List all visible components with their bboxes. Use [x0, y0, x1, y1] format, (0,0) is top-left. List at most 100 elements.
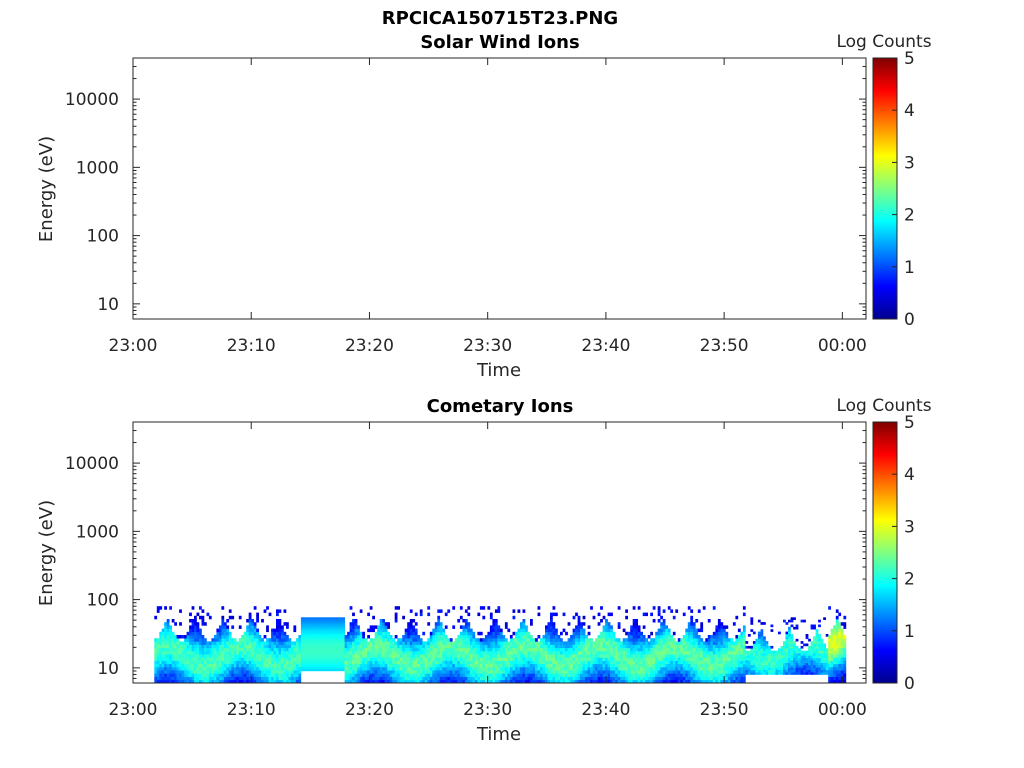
heatmap-cell	[813, 662, 816, 666]
heatmap-cell	[755, 664, 759, 668]
heatmap-cell	[300, 619, 304, 623]
heatmap-cell	[760, 634, 764, 637]
heatmap-cell	[382, 657, 385, 661]
heatmap-cell	[800, 619, 804, 623]
heatmap-cell	[690, 663, 694, 668]
heatmap-cell	[700, 673, 704, 677]
heatmap-cell	[218, 638, 222, 642]
heatmap-cell	[515, 663, 518, 668]
heatmap-cell	[174, 676, 177, 681]
heatmap-cell	[326, 637, 330, 640]
heatmap-cell	[747, 650, 751, 654]
heatmap-cell	[793, 672, 796, 675]
heatmap-cell	[382, 622, 385, 626]
heatmap-cell	[745, 664, 749, 668]
heatmap-cell	[336, 626, 340, 629]
heatmap-cell	[449, 644, 453, 649]
heatmap-cell	[707, 635, 711, 639]
heatmap-cell	[300, 655, 304, 658]
heatmap-cell	[300, 635, 304, 638]
heatmap-cell	[477, 641, 481, 645]
heatmap-cell	[667, 679, 671, 684]
heatmap-cell	[732, 622, 736, 626]
heatmap-cell	[610, 641, 613, 645]
heatmap-cell	[692, 673, 696, 677]
heatmap-cell	[311, 635, 315, 638]
heatmap-cell	[687, 667, 691, 671]
heatmap-cell	[437, 676, 441, 681]
heatmap-cell	[228, 609, 232, 613]
heatmap-cell	[710, 654, 714, 658]
heatmap-cell	[727, 663, 731, 668]
heatmap-cell	[509, 644, 513, 649]
heatmap-cell	[293, 679, 297, 684]
heatmap-cell	[763, 653, 766, 656]
heatmap-cell	[702, 657, 706, 661]
heatmap-cell	[278, 660, 282, 665]
heatmap-cell	[181, 670, 185, 674]
heatmap-cell	[717, 676, 721, 681]
heatmap-cell	[630, 641, 633, 645]
heatmap-cell	[625, 609, 628, 613]
heatmap-cell	[166, 641, 170, 645]
heatmap-cell	[263, 609, 267, 613]
heatmap-cell	[384, 638, 388, 642]
heatmap-cell	[590, 663, 593, 668]
heatmap-cell	[300, 646, 304, 649]
heatmap-cell	[642, 647, 646, 652]
heatmap-cell	[828, 676, 831, 681]
heatmap-cell	[635, 631, 638, 636]
heatmap-cell	[417, 670, 421, 674]
heatmap-cell	[352, 631, 355, 636]
heatmap-cell	[389, 663, 393, 668]
heatmap-cell	[622, 641, 626, 645]
heatmap-cell	[552, 667, 556, 671]
heatmap-cell	[362, 651, 365, 655]
heatmap-cell	[813, 664, 816, 668]
heatmap-cell	[497, 654, 501, 658]
heatmap-cell	[785, 643, 789, 647]
heatmap-cell	[650, 670, 653, 674]
heatmap-cell	[238, 638, 242, 642]
heatmap-cell	[303, 641, 307, 645]
heatmap-cell	[329, 655, 333, 658]
heatmap-cell	[211, 670, 215, 674]
heatmap-cell	[843, 673, 847, 677]
heatmap-cell	[492, 670, 496, 674]
heatmap-cell	[467, 667, 471, 671]
heatmap-cell	[364, 673, 368, 677]
heatmap-cell	[710, 657, 714, 661]
heatmap-cell	[318, 626, 322, 629]
heatmap-cell	[562, 647, 566, 652]
heatmap-cell	[778, 664, 781, 668]
heatmap-cell	[737, 657, 741, 661]
heatmap-cell	[552, 654, 556, 658]
heatmap-cell	[467, 635, 471, 639]
heatmap-cell	[300, 633, 304, 636]
heatmap-cell	[637, 657, 641, 661]
heatmap-cell	[318, 621, 322, 625]
heatmap-cell	[840, 647, 844, 652]
heatmap-cell	[650, 612, 653, 617]
heatmap-cell	[407, 660, 410, 665]
heatmap-cell	[595, 638, 598, 642]
heatmap-cell	[459, 673, 463, 677]
heatmap-cell	[246, 651, 249, 655]
heatmap-cell	[545, 667, 548, 671]
heatmap-cell	[545, 676, 548, 681]
heatmap-cell	[154, 670, 158, 674]
heatmap-cell	[462, 673, 466, 677]
heatmap-cell	[547, 622, 551, 626]
heatmap-cell	[712, 647, 716, 652]
heatmap-cell	[727, 647, 731, 652]
heatmap-cell	[572, 635, 576, 639]
heatmap-cell	[499, 676, 503, 681]
heatmap-cell	[266, 628, 269, 633]
heatmap-cell	[530, 635, 533, 639]
heatmap-cell	[840, 638, 844, 642]
heatmap-cell	[732, 644, 736, 649]
heatmap-cell	[627, 631, 631, 636]
heatmap-cell	[354, 676, 358, 681]
heatmap-cell	[246, 647, 249, 652]
heatmap-cell	[670, 679, 674, 684]
